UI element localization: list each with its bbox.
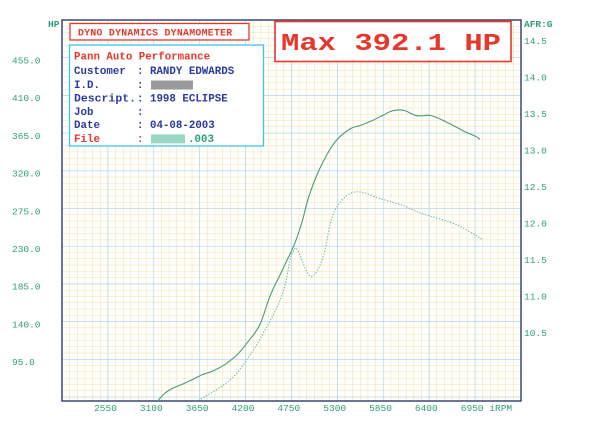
- svg-text:10.5: 10.5: [524, 328, 547, 339]
- svg-text:12.0: 12.0: [524, 219, 547, 230]
- svg-text:2550: 2550: [94, 403, 117, 414]
- svg-text:3650: 3650: [186, 403, 209, 414]
- svg-text:455.0: 455.0: [12, 56, 41, 67]
- svg-text::: :: [137, 134, 143, 146]
- svg-text:95.0: 95.0: [12, 357, 35, 368]
- svg-text:230.0: 230.0: [12, 244, 41, 255]
- svg-text:11.5: 11.5: [524, 255, 547, 266]
- svg-text:HP: HP: [48, 19, 60, 30]
- svg-text:: RANDY EDWARDS: : RANDY EDWARDS: [137, 66, 235, 78]
- svg-text:File: File: [74, 134, 100, 146]
- svg-text:14.5: 14.5: [524, 36, 547, 47]
- svg-text:DYNO DYNAMICS DYNAMOMETER: DYNO DYNAMICS DYNAMOMETER: [78, 28, 232, 39]
- svg-text:AFR:G: AFR:G: [524, 19, 553, 30]
- svg-text:Descript.: Descript.: [74, 93, 136, 105]
- svg-text:3100: 3100: [140, 403, 163, 414]
- svg-text:13.5: 13.5: [524, 109, 547, 120]
- svg-text:6400: 6400: [415, 403, 438, 414]
- svg-text:: 1998 ECLIPSE: : 1998 ECLIPSE: [137, 93, 228, 105]
- svg-text:6950 iRPM: 6950 iRPM: [461, 403, 513, 414]
- svg-text:12.5: 12.5: [524, 182, 547, 193]
- svg-text::: :: [137, 80, 143, 92]
- svg-text:Max 392.1 HP: Max 392.1 HP: [281, 31, 501, 58]
- svg-text::: :: [137, 107, 143, 119]
- svg-text:4750: 4750: [277, 403, 300, 414]
- svg-text:: 04-08-2003: : 04-08-2003: [137, 120, 215, 132]
- svg-text:275.0: 275.0: [12, 206, 41, 217]
- svg-text:.003: .003: [188, 134, 214, 146]
- svg-text:Job: Job: [74, 107, 93, 119]
- svg-text:4200: 4200: [232, 403, 255, 414]
- svg-text:Date: Date: [74, 120, 100, 132]
- svg-text:320.0: 320.0: [12, 169, 41, 180]
- svg-text:13.0: 13.0: [524, 146, 547, 157]
- svg-text:5300: 5300: [323, 403, 346, 414]
- svg-text:5850: 5850: [369, 403, 392, 414]
- svg-text:Pann Auto Performance: Pann Auto Performance: [74, 52, 210, 64]
- svg-text:140.0: 140.0: [12, 319, 41, 330]
- svg-text:410.0: 410.0: [12, 93, 41, 104]
- svg-text:14.0: 14.0: [524, 72, 547, 83]
- svg-text:365.0: 365.0: [12, 131, 41, 142]
- svg-text:Customer: Customer: [74, 66, 126, 78]
- svg-text:I.D.: I.D.: [74, 80, 100, 92]
- svg-text:11.0: 11.0: [524, 292, 547, 303]
- svg-text:185.0: 185.0: [12, 282, 41, 293]
